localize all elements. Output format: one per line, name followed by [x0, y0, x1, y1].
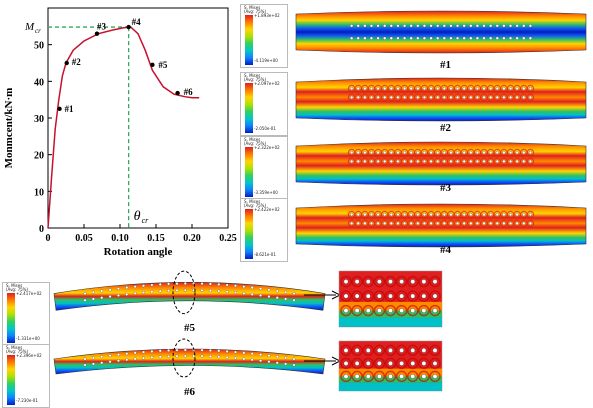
zoom-arrow [304, 356, 342, 366]
beam-contour [295, 203, 587, 248]
chart-marks: #1#2#3 #4#5#6M crθ cr [24, 17, 200, 229]
x-tick-label: 0.25 [219, 233, 237, 244]
panel-label: #2 [440, 122, 451, 134]
beam-body [53, 348, 326, 375]
point-marker [57, 106, 62, 112]
plot-frame [47, 7, 229, 229]
zoom-detail [338, 340, 443, 392]
contour-panel-2: S, Mises (Avg: 75%) +2.097e+02 -2.050e-01 … [240, 72, 590, 142]
point-label: #4 [132, 17, 142, 27]
stress-legend: S, Mises (Avg: 75%) +1.893e+02 -4.119e+00 [240, 4, 288, 68]
y-tick-label: 20 [34, 151, 44, 162]
point-marker [126, 24, 131, 30]
stress-legend: S, Mises (Avg: 75%) +2.097e+02 -2.050e-01 [240, 72, 288, 136]
stress-legend: S, Mises (Avg: 75%) +2.417e+02 -1.331e+00 [2, 282, 50, 346]
beam-contour-curved [53, 270, 326, 315]
y-tick-label: 10 [34, 187, 44, 198]
highlight-ellipse [172, 338, 196, 378]
y-tick-label: 50 [34, 41, 44, 52]
beam-body [295, 141, 587, 186]
contour-panel-3: S, Mises (Avg: 75%) +2.322e+02 -3.359e+00 … [240, 136, 590, 206]
mcr-annotation-sub: cr [35, 27, 41, 35]
point-marker [175, 90, 180, 96]
contour-panel-5: S, Mises (Avg: 75%) +2.417e+02 -1.331e+00 … [2, 270, 592, 346]
moment-rotation-chart: 0 0.05 0.10 0.15 0.20 0.25 0 10 20 30 40 50 #1 #2 #3 #… [3, 7, 237, 258]
stress-legend: S, Mises (Avg: 75%) +2.396e+02 -7.230e-01 [2, 344, 50, 408]
theta-annotation-sub: cr [142, 216, 150, 225]
point-marker [94, 31, 100, 36]
x-axis-label: Rotation angle [104, 246, 173, 258]
theta-annotation: θ [134, 209, 141, 224]
x-tick-label: 0 [46, 233, 51, 244]
y-tick-label: 30 [34, 114, 44, 125]
moment-curve [47, 26, 200, 229]
point-marker [64, 60, 69, 66]
panel-label: #3 [440, 182, 451, 194]
beam-body [295, 77, 587, 122]
stress-legend: S, Mises (Avg: 75%) +2.422e+02 -8.621e-01 [240, 198, 288, 262]
beam-contour [295, 10, 587, 54]
x-tick-label: 0.15 [147, 233, 165, 244]
y-tick-label: 0 [39, 224, 44, 235]
panel-label: #4 [440, 244, 451, 256]
contour-panel-6: S, Mises (Avg: 75%) +2.396e+02 -7.230e-01 … [2, 336, 592, 408]
point-marker [150, 62, 155, 68]
panel-label: #6 [184, 386, 195, 398]
zoom-detail [338, 270, 443, 328]
panel-label: #1 [440, 59, 451, 71]
beam-contour-curved [53, 338, 326, 378]
point-label: #3 [97, 22, 107, 32]
beam-body [295, 203, 587, 248]
point-label: #6 [184, 87, 194, 97]
zoom-arrow [304, 290, 342, 300]
chart-axes: 0 0.05 0.10 0.15 0.20 0.25 0 10 20 30 40 50 [34, 7, 237, 244]
beam-body [295, 10, 587, 54]
x-tick-label: 0.05 [75, 233, 93, 244]
point-label: #5 [158, 60, 168, 70]
stress-legend: S, Mises (Avg: 75%) +2.322e+02 -3.359e+00 [240, 136, 288, 200]
mcr-annotation: M [24, 21, 35, 33]
y-axis-label: Monmcent/kN·m [3, 88, 15, 169]
contour-panel-1: S, Mises (Avg: 75%) +1.893e+02 -4.119e+00 … [240, 4, 590, 74]
point-label: #2 [72, 57, 82, 67]
y-tick-label: 40 [34, 77, 44, 88]
contour-panel-4: S, Mises (Avg: 75%) +2.422e+02 -8.621e-01 … [240, 198, 590, 268]
point-label: #1 [65, 104, 75, 114]
x-tick-label: 0.20 [183, 233, 201, 244]
beam-contour [295, 141, 587, 186]
x-tick-label: 0.10 [111, 233, 129, 244]
beam-contour [295, 77, 587, 122]
beam-body [53, 282, 326, 311]
panel-label: #5 [184, 322, 195, 334]
